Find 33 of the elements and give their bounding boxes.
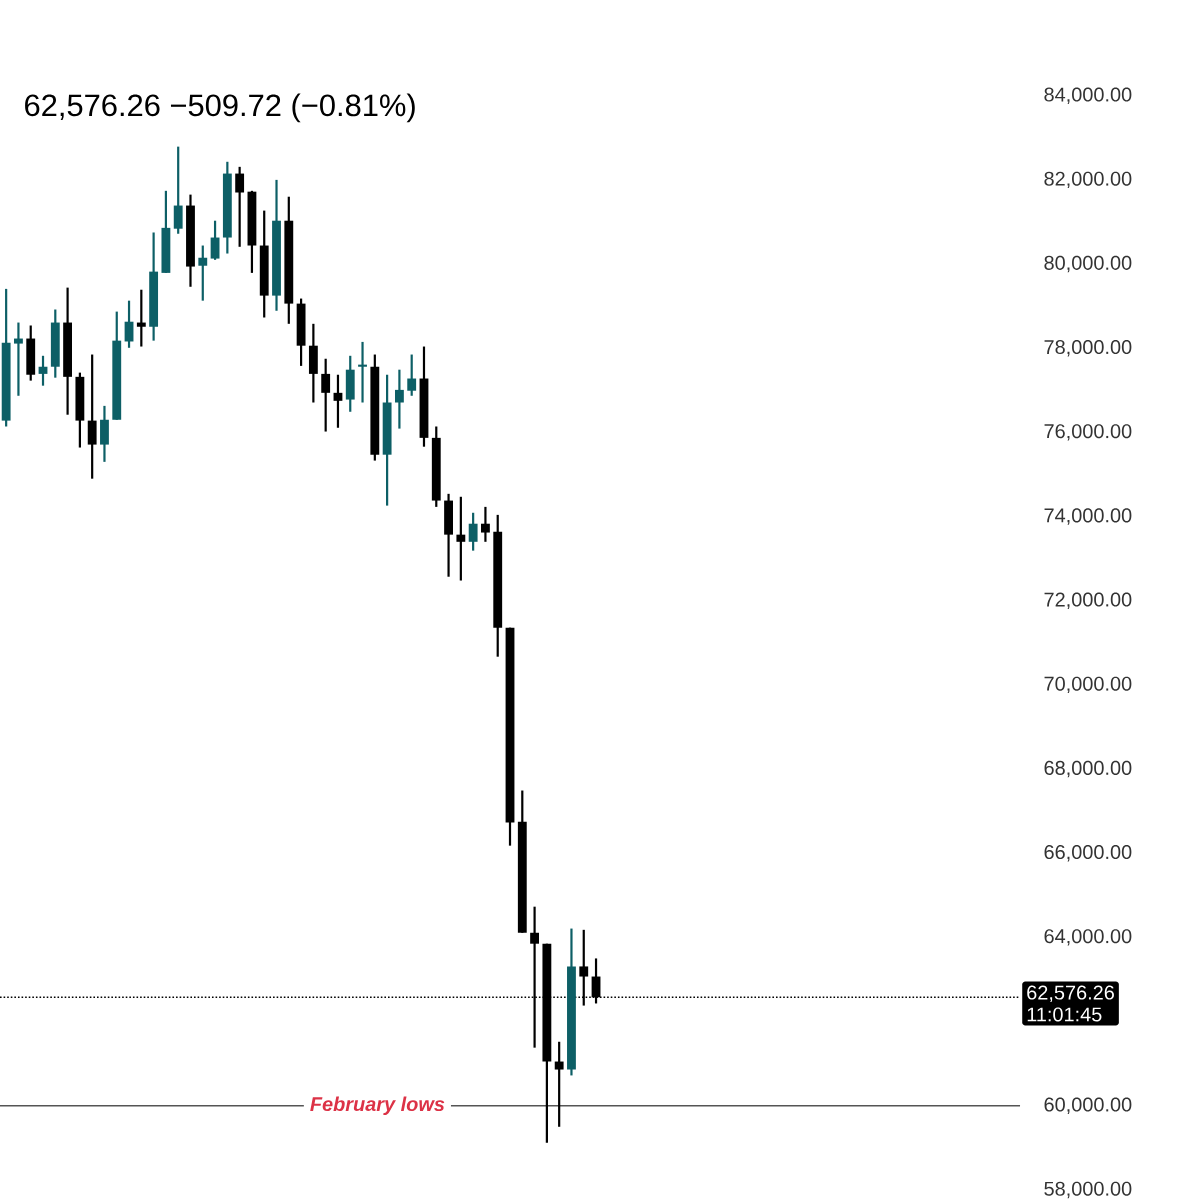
chart-subtitle: 62,576.26 −509.72 (−0.81%) bbox=[25, 93, 415, 123]
candlestick bbox=[321, 357, 331, 433]
y-tick-label: 76,000.00 bbox=[1044, 424, 1132, 441]
text: 11:01:45 bbox=[1027, 1007, 1102, 1022]
candlestick bbox=[235, 165, 245, 248]
y-tick-label: 78,000.00 bbox=[1044, 340, 1132, 357]
y-tick-label: 66,000.00 bbox=[1044, 845, 1132, 862]
candlestick bbox=[481, 505, 490, 543]
ref-line-label: 62,576.26 bbox=[1027, 985, 1114, 1002]
y-tick-label: 58,000.00 bbox=[1044, 1181, 1132, 1199]
y-tick-label: 80,000.00 bbox=[1044, 255, 1132, 273]
y-tick-label: 84,000.00 bbox=[1044, 87, 1132, 104]
y-tick-label: 74,000.00 bbox=[1044, 508, 1132, 525]
candlestick bbox=[394, 368, 404, 430]
candlestick bbox=[198, 244, 208, 302]
candlestick bbox=[87, 353, 97, 480]
y-tick-label: 64,000.00 bbox=[1044, 929, 1132, 946]
candlestick bbox=[456, 495, 466, 582]
y-tick-label: 68,000.00 bbox=[1044, 760, 1132, 778]
candlestick bbox=[358, 340, 367, 404]
candlestick bbox=[210, 219, 220, 261]
y-tick-label: 60,000.00 bbox=[1044, 1097, 1132, 1114]
candlestick bbox=[407, 353, 417, 397]
y-tick-label: 70,000.00 bbox=[1044, 676, 1132, 694]
y-tick-label: 72,000.00 bbox=[1044, 592, 1132, 609]
candlestick bbox=[554, 1040, 564, 1128]
candlestick bbox=[136, 288, 146, 348]
candlestick bbox=[173, 145, 183, 235]
candlestick bbox=[333, 373, 343, 429]
candlestick bbox=[14, 321, 23, 397]
y-tick-label: 82,000.00 bbox=[1044, 171, 1132, 189]
candlestick bbox=[468, 511, 478, 552]
ref-line-label: February lows bbox=[310, 1096, 445, 1116]
